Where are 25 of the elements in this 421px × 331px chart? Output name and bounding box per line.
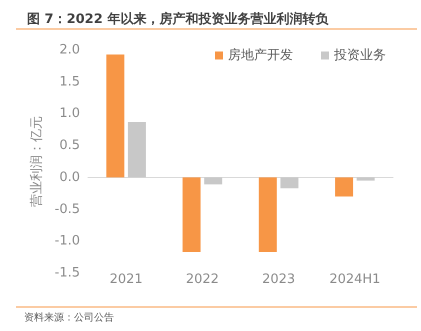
- y-tick-label: -0.5: [54, 202, 80, 217]
- y-tick-label: 1.0: [59, 106, 80, 122]
- y-tick-label: 1.5: [59, 74, 80, 90]
- x-tick-label: 2024H1: [329, 272, 380, 287]
- y-tick-label: -1.0: [54, 234, 80, 249]
- text: 资料来源：公司公告: [24, 312, 114, 324]
- bar: [204, 177, 222, 184]
- x-tick-label: 2021: [110, 272, 143, 287]
- x-tick-label: 2023: [262, 272, 296, 287]
- legend-label: 房地产开发: [228, 47, 293, 63]
- y-axis-title: 营业利润：亿元: [30, 116, 45, 207]
- chart-title: 图 7：2022 年以来，房产和投资业务营业利润转负: [27, 11, 330, 27]
- bar: [182, 177, 201, 252]
- legend-label: 投资业务: [333, 48, 386, 63]
- bar: [258, 177, 277, 252]
- bar: [106, 54, 124, 178]
- bar: [356, 177, 375, 181]
- bar: [128, 122, 146, 178]
- bar: [280, 177, 298, 188]
- bar: [335, 177, 354, 197]
- x-tick-label: 2022: [186, 272, 219, 287]
- y-tick-label: 2.0: [59, 42, 80, 58]
- y-tick-label: -1.5: [54, 266, 80, 280]
- y-tick-label: 0.0: [59, 170, 80, 185]
- y-tick-label: 0.5: [59, 138, 80, 154]
